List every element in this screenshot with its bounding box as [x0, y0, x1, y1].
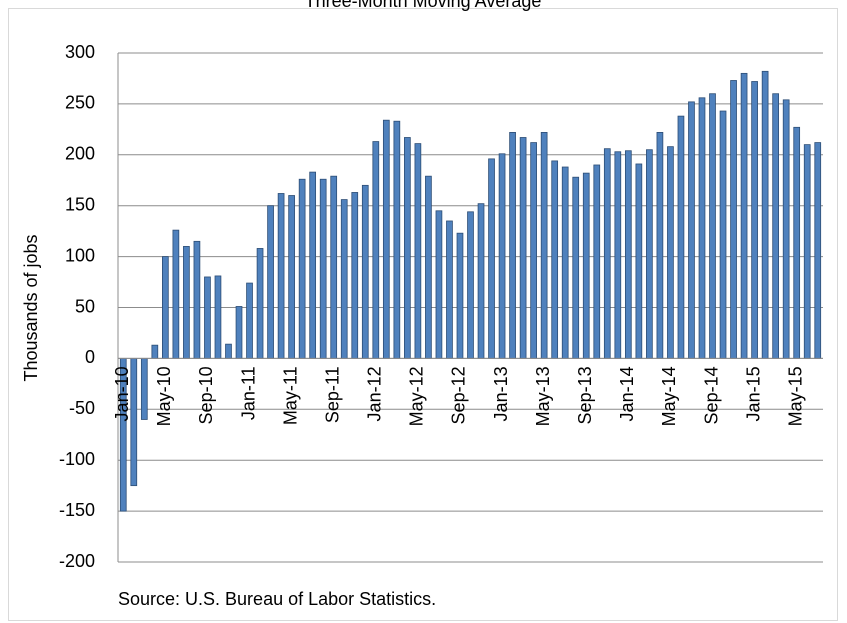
bar: [498, 153, 506, 359]
bar: [351, 192, 359, 359]
chart-title: Three-Month Moving Average: [305, 0, 542, 11]
y-axis-label: Thousands of jobs: [21, 234, 41, 381]
y-tick-label: 50: [75, 296, 95, 316]
bar: [477, 203, 485, 359]
bar: [467, 211, 474, 359]
bar: [309, 171, 317, 359]
bar: [288, 195, 295, 359]
bar: [688, 101, 695, 359]
bar: [361, 184, 369, 359]
y-tick-label: 150: [65, 194, 95, 214]
bar: [624, 150, 632, 359]
x-tick-label: Jan-11: [238, 366, 258, 420]
bar: [814, 142, 822, 359]
y-tick-label: 200: [65, 144, 95, 164]
bar: [509, 132, 516, 359]
bar: [298, 178, 306, 359]
bar: [593, 164, 601, 359]
y-tick-label: 0: [85, 347, 95, 367]
bar: [330, 175, 338, 359]
chart-frame: [8, 8, 838, 621]
y-tick-label: 300: [65, 42, 95, 62]
bar: [614, 151, 622, 359]
bar: [393, 120, 401, 359]
bar: [740, 72, 748, 359]
bar: [603, 148, 611, 359]
bar: [751, 81, 758, 359]
bar: [456, 232, 464, 359]
x-tick-label: May-10: [154, 366, 174, 426]
x-tick-label: May-15: [785, 366, 805, 426]
bar: [435, 210, 443, 359]
x-tick-label: Jan-15: [743, 366, 763, 421]
bar: [635, 163, 643, 359]
bar: [225, 343, 232, 359]
x-tick-label: Jan-13: [491, 366, 511, 421]
bar: [709, 93, 716, 359]
bar: [572, 176, 580, 359]
bar: [246, 282, 253, 359]
y-tick-label: 100: [65, 245, 95, 265]
x-tick-label: May-14: [659, 366, 679, 426]
x-tick-label: Jan-12: [365, 366, 385, 421]
x-tick-label: Jan-14: [617, 366, 637, 421]
bar: [446, 220, 453, 359]
y-tick-label: -50: [69, 398, 95, 418]
bar: [404, 137, 411, 359]
bar: [519, 137, 527, 359]
bar: [730, 80, 737, 359]
bar: [761, 70, 769, 359]
bar: [267, 205, 274, 359]
bar: [719, 110, 727, 359]
x-tick-label: Jan-10: [112, 366, 132, 421]
bar: [677, 115, 685, 359]
bar: [425, 175, 432, 359]
x-tick-label: Sep-14: [701, 366, 721, 424]
bar: [172, 229, 180, 359]
bar: [151, 344, 159, 359]
bar: [782, 99, 790, 359]
bar: [140, 357, 148, 420]
bar: [793, 126, 801, 359]
x-tick-label: Sep-12: [449, 366, 469, 424]
y-tick-label: 250: [65, 93, 95, 113]
x-tick-label: Sep-10: [196, 366, 216, 424]
x-tick-label: Sep-13: [575, 366, 595, 424]
bar: [582, 172, 590, 359]
x-tick-label: May-11: [280, 366, 300, 425]
bar: [540, 132, 548, 359]
x-tick-label: May-12: [407, 366, 427, 426]
source-note: Source: U.S. Bureau of Labor Statistics.: [118, 589, 436, 609]
x-tick-label: Sep-11: [322, 366, 342, 423]
bar: [803, 144, 811, 359]
bar: [319, 178, 327, 359]
bar: [530, 142, 537, 359]
bar: [646, 149, 653, 359]
bar: [340, 199, 348, 359]
x-tick-label: May-13: [533, 366, 553, 426]
bar: [772, 93, 779, 359]
bar: [561, 166, 569, 359]
bar: [193, 240, 201, 359]
bar: [214, 275, 222, 359]
bar: [488, 158, 495, 359]
bar: [372, 141, 380, 359]
bar: [204, 276, 211, 359]
bar: [235, 306, 243, 359]
y-tick-label: -150: [59, 500, 95, 520]
bar: [183, 246, 190, 359]
bar: [382, 119, 390, 359]
y-tick-label: -200: [59, 551, 95, 571]
y-tick-label: -100: [59, 449, 95, 469]
bar: [256, 248, 264, 359]
bar: [656, 132, 664, 359]
bar: [162, 256, 169, 359]
bar: [667, 146, 674, 359]
bar: [551, 160, 559, 359]
bar: [698, 97, 706, 359]
bar: [277, 193, 285, 359]
bar: [414, 143, 422, 359]
